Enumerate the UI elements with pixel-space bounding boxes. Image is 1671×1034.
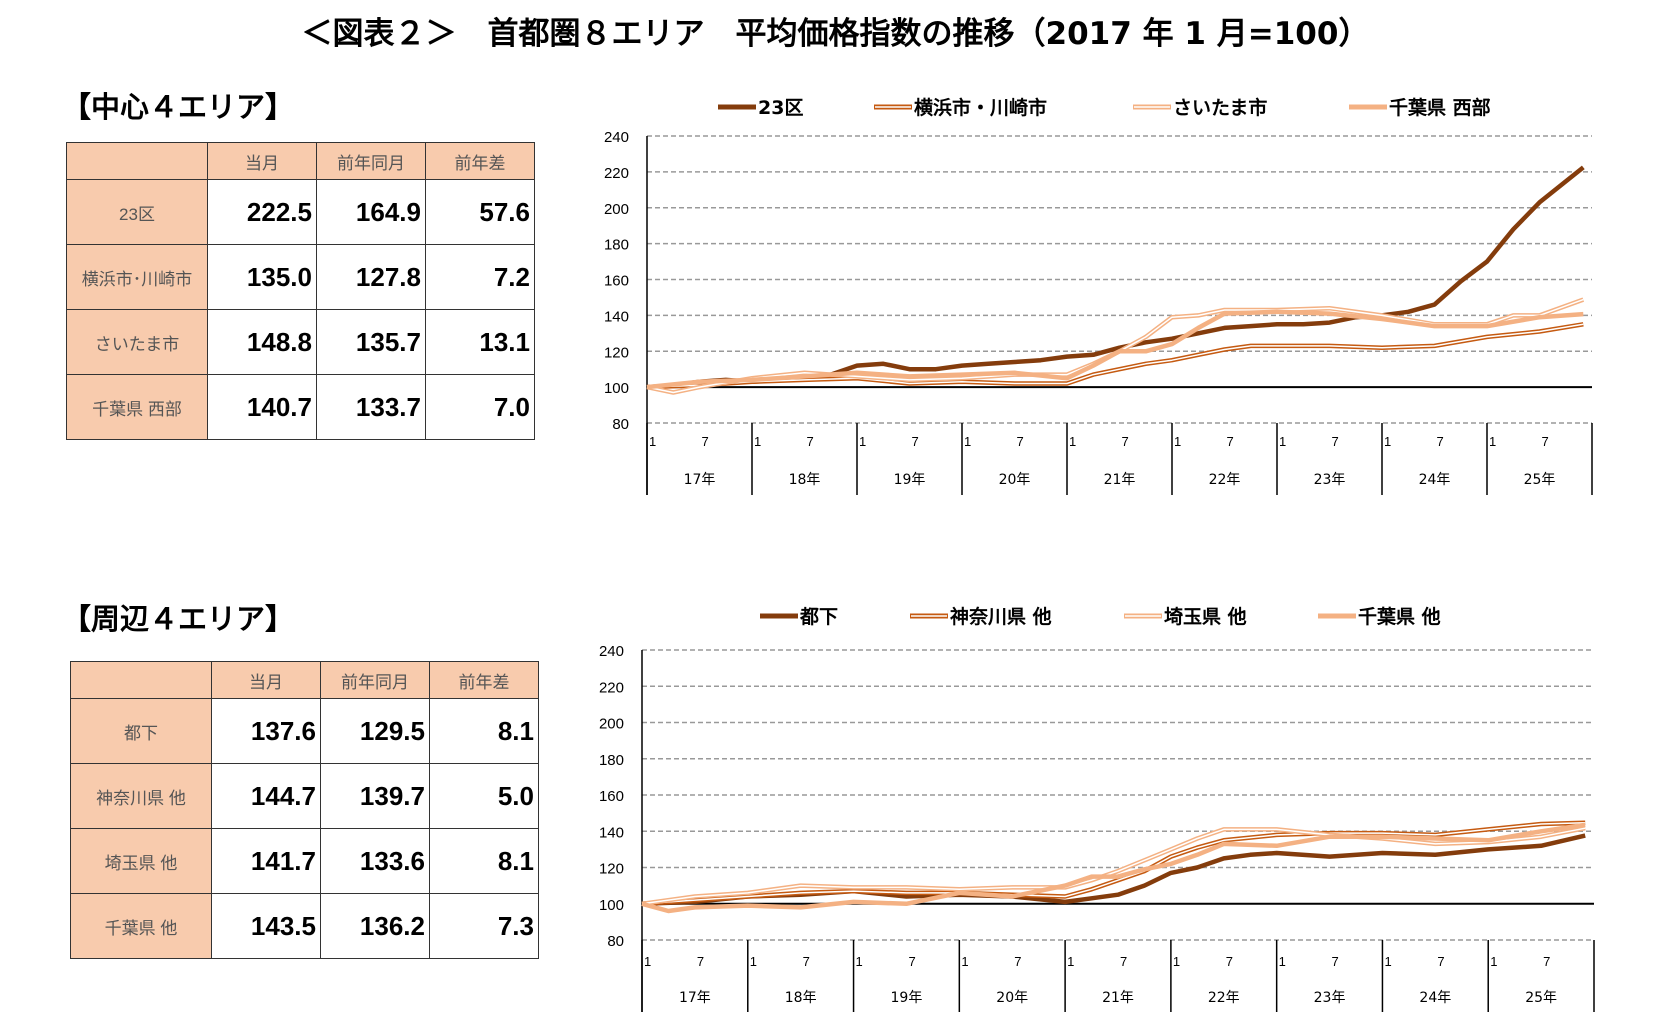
y-tick-label: 120 bbox=[604, 344, 629, 361]
value-cell: 137.6 bbox=[211, 698, 321, 764]
table-row: 神奈川県 他 144.7 139.7 5.0 bbox=[70, 763, 539, 829]
section-label-central: 【中心４エリア】 bbox=[62, 90, 295, 124]
month-tick-label: 7 bbox=[1542, 434, 1549, 449]
value-cell: 135.7 bbox=[316, 309, 426, 375]
month-tick-label: 1 bbox=[649, 434, 656, 449]
value-cell: 8.1 bbox=[429, 828, 539, 894]
table-row: 23区 222.5 164.9 57.6 bbox=[66, 179, 535, 245]
month-tick-label: 1 bbox=[1489, 434, 1496, 449]
column-header: 当月 bbox=[211, 661, 321, 699]
outer-areas-table: 当月 前年同月 前年差 都下 137.6 129.5 8.1 神奈川県 他 144.7 139.7… bbox=[70, 661, 539, 959]
table-row: 千葉県 西部 140.7 133.7 7.0 bbox=[66, 374, 535, 440]
value-cell: 8.1 bbox=[429, 698, 539, 764]
value-cell: 7.2 bbox=[425, 244, 535, 310]
column-header bbox=[66, 142, 208, 180]
year-label: 23年 bbox=[1314, 472, 1346, 488]
value-cell: 140.7 bbox=[207, 374, 317, 440]
figure-title: ＜図表２＞ 首都圏８エリア 平均価格指数の推移（2017 年 1 月=100） bbox=[301, 16, 1370, 52]
table-row: 横浜市･川崎市 135.0 127.8 7.2 bbox=[66, 244, 535, 310]
value-cell: 127.8 bbox=[316, 244, 426, 310]
value-cell: 143.5 bbox=[211, 893, 321, 959]
value-cell: 7.3 bbox=[429, 893, 539, 959]
value-cell: 144.7 bbox=[211, 763, 321, 829]
y-tick-label: 240 bbox=[604, 129, 629, 146]
y-tick-label: 160 bbox=[604, 273, 629, 290]
section-label-outer: 【周辺４エリア】 bbox=[62, 602, 295, 636]
column-header: 前年同月 bbox=[320, 661, 430, 699]
column-header: 前年差 bbox=[429, 661, 539, 699]
value-cell: 7.0 bbox=[425, 374, 535, 440]
year-label: 17年 bbox=[684, 472, 716, 488]
central-areas-table: 当月 前年同月 前年差 23区 222.5 164.9 57.6 横浜市･川崎市 135.0 12… bbox=[66, 142, 535, 440]
month-tick-label: 7 bbox=[912, 434, 919, 449]
month-tick-label: 1 bbox=[1069, 434, 1076, 449]
row-label: 23区 bbox=[66, 179, 208, 245]
row-label: 埼玉県 他 bbox=[70, 828, 212, 894]
row-label: 千葉県 他 bbox=[70, 893, 212, 959]
year-label: 22年 bbox=[1209, 472, 1241, 488]
y-tick-label: 140 bbox=[604, 308, 629, 325]
y-tick-label: 220 bbox=[604, 165, 629, 182]
value-cell: 133.6 bbox=[320, 828, 430, 894]
month-tick-label: 7 bbox=[807, 434, 814, 449]
year-label: 25年 bbox=[1524, 472, 1556, 488]
year-label: 18年 bbox=[789, 472, 821, 488]
value-cell: 164.9 bbox=[316, 179, 426, 245]
y-tick-label: 200 bbox=[604, 201, 629, 218]
value-cell: 5.0 bbox=[429, 763, 539, 829]
month-tick-label: 7 bbox=[1227, 434, 1234, 449]
month-tick-label: 7 bbox=[1437, 434, 1444, 449]
month-tick-label: 7 bbox=[1017, 434, 1024, 449]
column-header: 当月 bbox=[207, 142, 317, 180]
table-header-row: 当月 前年同月 前年差 bbox=[70, 661, 539, 699]
y-tick-label: 180 bbox=[604, 237, 629, 254]
month-tick-label: 1 bbox=[1384, 434, 1391, 449]
month-tick-label: 1 bbox=[1279, 434, 1286, 449]
table-header-row: 当月 前年同月 前年差 bbox=[66, 142, 535, 180]
row-label: 都下 bbox=[70, 698, 212, 764]
value-cell: 139.7 bbox=[320, 763, 430, 829]
table-row: 千葉県 他 143.5 136.2 7.3 bbox=[70, 893, 539, 959]
legend-label: 千葉県 西部 bbox=[1389, 96, 1491, 119]
y-tick-label: 80 bbox=[612, 416, 629, 433]
month-tick-label: 7 bbox=[1332, 434, 1339, 449]
value-cell: 133.7 bbox=[316, 374, 426, 440]
value-cell: 13.1 bbox=[425, 309, 535, 375]
column-header: 前年差 bbox=[425, 142, 535, 180]
value-cell: 141.7 bbox=[211, 828, 321, 894]
row-label: 神奈川県 他 bbox=[70, 763, 212, 829]
table-row: 都下 137.6 129.5 8.1 bbox=[70, 698, 539, 764]
row-label: 横浜市･川崎市 bbox=[66, 244, 208, 310]
month-tick-label: 1 bbox=[964, 434, 971, 449]
legend-label: 23区 bbox=[758, 97, 803, 119]
month-tick-label: 7 bbox=[702, 434, 709, 449]
legend-label: さいたま市 bbox=[1173, 96, 1267, 119]
value-cell: 129.5 bbox=[320, 698, 430, 764]
month-tick-label: 1 bbox=[754, 434, 761, 449]
table-row: 埼玉県 他 141.7 133.6 8.1 bbox=[70, 828, 539, 894]
year-label: 24年 bbox=[1419, 472, 1451, 488]
year-label: 20年 bbox=[999, 472, 1031, 488]
series-line-4 bbox=[646, 309, 1584, 390]
year-label: 21年 bbox=[1104, 472, 1136, 488]
month-tick-label: 1 bbox=[1174, 434, 1181, 449]
value-cell: 135.0 bbox=[207, 244, 317, 310]
month-tick-label: 1 bbox=[859, 434, 866, 449]
value-cell: 136.2 bbox=[320, 893, 430, 959]
month-tick-label: 7 bbox=[1122, 434, 1129, 449]
legend-label: 横浜市・川崎市 bbox=[914, 96, 1047, 119]
value-cell: 222.5 bbox=[207, 179, 317, 245]
year-label: 19年 bbox=[894, 472, 926, 488]
value-cell: 148.8 bbox=[207, 309, 317, 375]
y-tick-label: 100 bbox=[604, 380, 629, 397]
series-line-2-inner bbox=[646, 323, 1584, 388]
column-header: 前年同月 bbox=[316, 142, 426, 180]
